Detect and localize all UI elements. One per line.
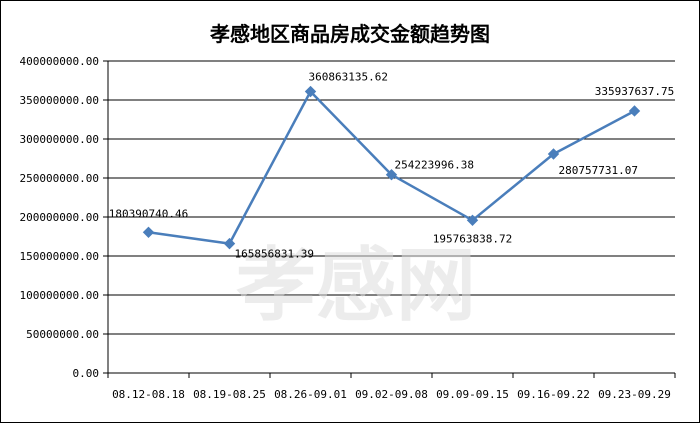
axes xyxy=(107,61,676,378)
y-tick-label: 250000000.00 xyxy=(20,172,99,185)
x-tick-label: 08.19-08.25 xyxy=(193,388,266,401)
x-tick-label: 08.26-09.01 xyxy=(274,388,347,401)
y-tick-label: 100000000.00 xyxy=(20,289,99,302)
y-tick-labels: 0.00 50000000.00 100000000.00 150000000.00 2… xyxy=(20,55,99,380)
x-tick-label: 09.23-09.29 xyxy=(598,388,671,401)
data-label: 180390740.46 xyxy=(109,207,188,220)
y-tick-label: 0.00 xyxy=(73,367,100,380)
data-point-marker xyxy=(304,85,317,98)
data-point-marker xyxy=(142,226,155,239)
data-label: 165856831.39 xyxy=(235,248,314,261)
data-label: 280757731.07 xyxy=(559,164,638,177)
data-point-marker xyxy=(628,105,641,117)
data-point-marker xyxy=(547,148,560,160)
data-point-marker xyxy=(466,214,479,227)
x-tick-labels: 08.12-08.18 08.19-08.25 08.26-09.01 09.02-0… xyxy=(112,388,671,401)
y-tick-label: 300000000.00 xyxy=(20,133,99,146)
chart-title: 孝感地区商品房成交金额趋势图 xyxy=(209,22,490,46)
y-tick-label: 150000000.00 xyxy=(20,250,99,263)
x-tick-label: 08.12-08.18 xyxy=(112,388,185,401)
watermark: 孝感网 xyxy=(236,239,476,332)
data-label: 195763838.72 xyxy=(433,232,512,245)
data-label: 254223996.38 xyxy=(395,159,474,172)
x-tick-label: 09.02-09.08 xyxy=(355,388,428,401)
y-tick-label: 200000000.00 xyxy=(20,211,99,224)
data-labels: 180390740.46 165856831.39 360863135.62 2542… xyxy=(109,71,674,261)
data-point-marker xyxy=(385,168,398,181)
data-label: 335937637.75 xyxy=(595,85,674,98)
data-label: 360863135.62 xyxy=(309,71,388,84)
x-tick-label: 09.16-09.22 xyxy=(517,388,590,401)
data-point-marker xyxy=(223,237,236,250)
x-tick-label: 09.09-09.15 xyxy=(436,388,509,401)
y-tick-label: 350000000.00 xyxy=(20,94,99,107)
series-line xyxy=(142,85,641,250)
y-tick-label: 50000000.00 xyxy=(26,328,99,341)
y-tick-label: 400000000.00 xyxy=(20,55,99,68)
gridlines xyxy=(103,60,675,374)
